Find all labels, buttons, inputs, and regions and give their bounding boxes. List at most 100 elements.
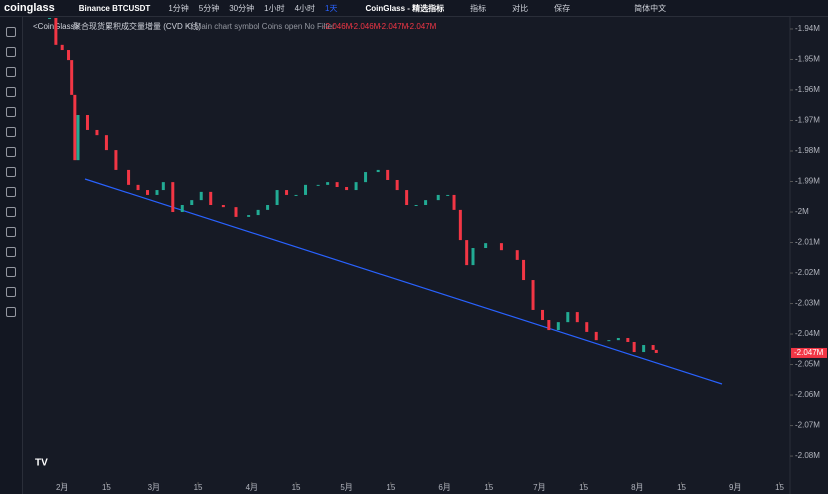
candle: [67, 50, 71, 61]
candle: [414, 205, 418, 207]
x-tick-label: 2月: [56, 483, 68, 492]
y-tick-label: -1.97M: [795, 116, 820, 125]
y-tick-label: -2.02M: [795, 268, 820, 277]
candle: [60, 44, 64, 51]
candle: [541, 309, 545, 321]
tool-icon[interactable]: [6, 167, 16, 177]
candle: [73, 94, 77, 161]
interval-button[interactable]: 5分钟: [198, 3, 220, 13]
legend-value: -2.047M: [407, 22, 437, 31]
candle: [304, 184, 308, 195]
candle: [285, 190, 289, 195]
tool-icon[interactable]: [6, 307, 16, 317]
candle: [446, 194, 450, 196]
candle: [345, 187, 349, 191]
candle: [626, 338, 630, 342]
toolbar-button[interactable]: 保存: [554, 3, 571, 13]
candle: [436, 194, 440, 201]
candle: [190, 200, 194, 206]
tool-icon[interactable]: [6, 247, 16, 257]
candle: [616, 338, 620, 341]
logo[interactable]: coinglass: [4, 2, 55, 14]
candle: [354, 182, 358, 191]
candle: [104, 135, 108, 151]
top-toolbar: coinglass Binance BTCUSDT 1分钟 5分钟 30分钟 1小时 4…: [0, 0, 828, 17]
candle: [575, 312, 579, 323]
candle: [566, 312, 570, 323]
candle: [471, 248, 475, 266]
tool-icon[interactable]: [6, 27, 16, 37]
candle: [585, 322, 589, 332]
x-tick-label: 6月: [438, 483, 450, 492]
legend-name: 聚合现货累积成交量增量 (CVD K线): [73, 21, 201, 31]
intervals: 1分钟 5分钟 30分钟 1小时 4小时 1天: [168, 3, 347, 14]
candle: [556, 322, 560, 331]
candle: [465, 240, 469, 266]
candle: [547, 320, 551, 331]
tool-icon[interactable]: [6, 67, 16, 77]
interval-button[interactable]: 1小时: [264, 3, 285, 13]
candle: [607, 340, 611, 342]
interval-button[interactable]: 4小时: [294, 3, 316, 13]
candle: [155, 190, 159, 195]
indicator-set[interactable]: CoinGlass - 精选指标: [365, 3, 445, 13]
candle: [364, 172, 368, 183]
tool-icon[interactable]: [6, 87, 16, 97]
tool-icon[interactable]: [6, 187, 16, 197]
tool-icon[interactable]: [6, 227, 16, 237]
interval-button[interactable]: 1天: [325, 3, 338, 13]
candle: [651, 345, 655, 350]
tool-icon[interactable]: [6, 47, 16, 57]
candle: [458, 209, 462, 241]
y-tick-label: -2.01M: [795, 238, 820, 247]
interval-button[interactable]: 1分钟: [168, 3, 189, 13]
y-tick-label: -2.06M: [795, 390, 820, 399]
y-tick-label: -1.96M: [795, 85, 820, 94]
interval-button[interactable]: 30分钟: [229, 3, 255, 13]
candle: [95, 129, 99, 136]
x-tick-label: 15: [677, 483, 686, 492]
candle: [266, 205, 270, 210]
candle: [531, 280, 535, 310]
last-value-label: -2.047M: [794, 348, 824, 357]
legend-params: 0 Main chart symbol Coins open No Filter: [188, 22, 335, 31]
tool-icon[interactable]: [6, 207, 16, 217]
x-tick-label: 9月: [729, 483, 741, 492]
y-tick-label: -1.98M: [795, 146, 820, 155]
candle: [146, 190, 150, 195]
tool-icon[interactable]: [6, 147, 16, 157]
trend-line[interactable]: [84, 178, 723, 385]
candle: [136, 184, 140, 191]
candle: [48, 18, 52, 19]
y-tick-label: -2.07M: [795, 421, 820, 430]
x-tick-label: 15: [386, 483, 395, 492]
candle: [515, 250, 519, 260]
candle: [594, 331, 598, 341]
candle: [522, 259, 526, 281]
candle: [85, 115, 89, 130]
tool-icon[interactable]: [6, 127, 16, 137]
candle: [405, 190, 409, 206]
tool-icon[interactable]: [6, 107, 16, 117]
toolbar-button[interactable]: 指标: [470, 3, 487, 13]
candle: [256, 209, 260, 216]
y-tick-label: -2M: [795, 207, 809, 216]
tool-icon[interactable]: [6, 267, 16, 277]
tool-icon[interactable]: [6, 287, 16, 297]
candle: [171, 182, 175, 213]
language[interactable]: 简体中文: [634, 3, 667, 13]
symbol[interactable]: Binance BTCUSDT: [78, 3, 151, 13]
candle: [114, 150, 118, 170]
candle: [180, 205, 184, 213]
candle: [221, 205, 225, 208]
candle: [499, 243, 503, 251]
candle: [294, 194, 298, 196]
buttons: 指标 对比 保存: [456, 3, 582, 14]
candle: [199, 191, 203, 201]
legend-value: -2.047M: [379, 22, 409, 31]
candle: [484, 243, 488, 249]
y-tick-label: -1.94M: [795, 24, 820, 33]
toolbar-button[interactable]: 对比: [512, 3, 529, 13]
y-tick-label: -2.03M: [795, 299, 820, 308]
x-tick-label: 15: [102, 483, 111, 492]
